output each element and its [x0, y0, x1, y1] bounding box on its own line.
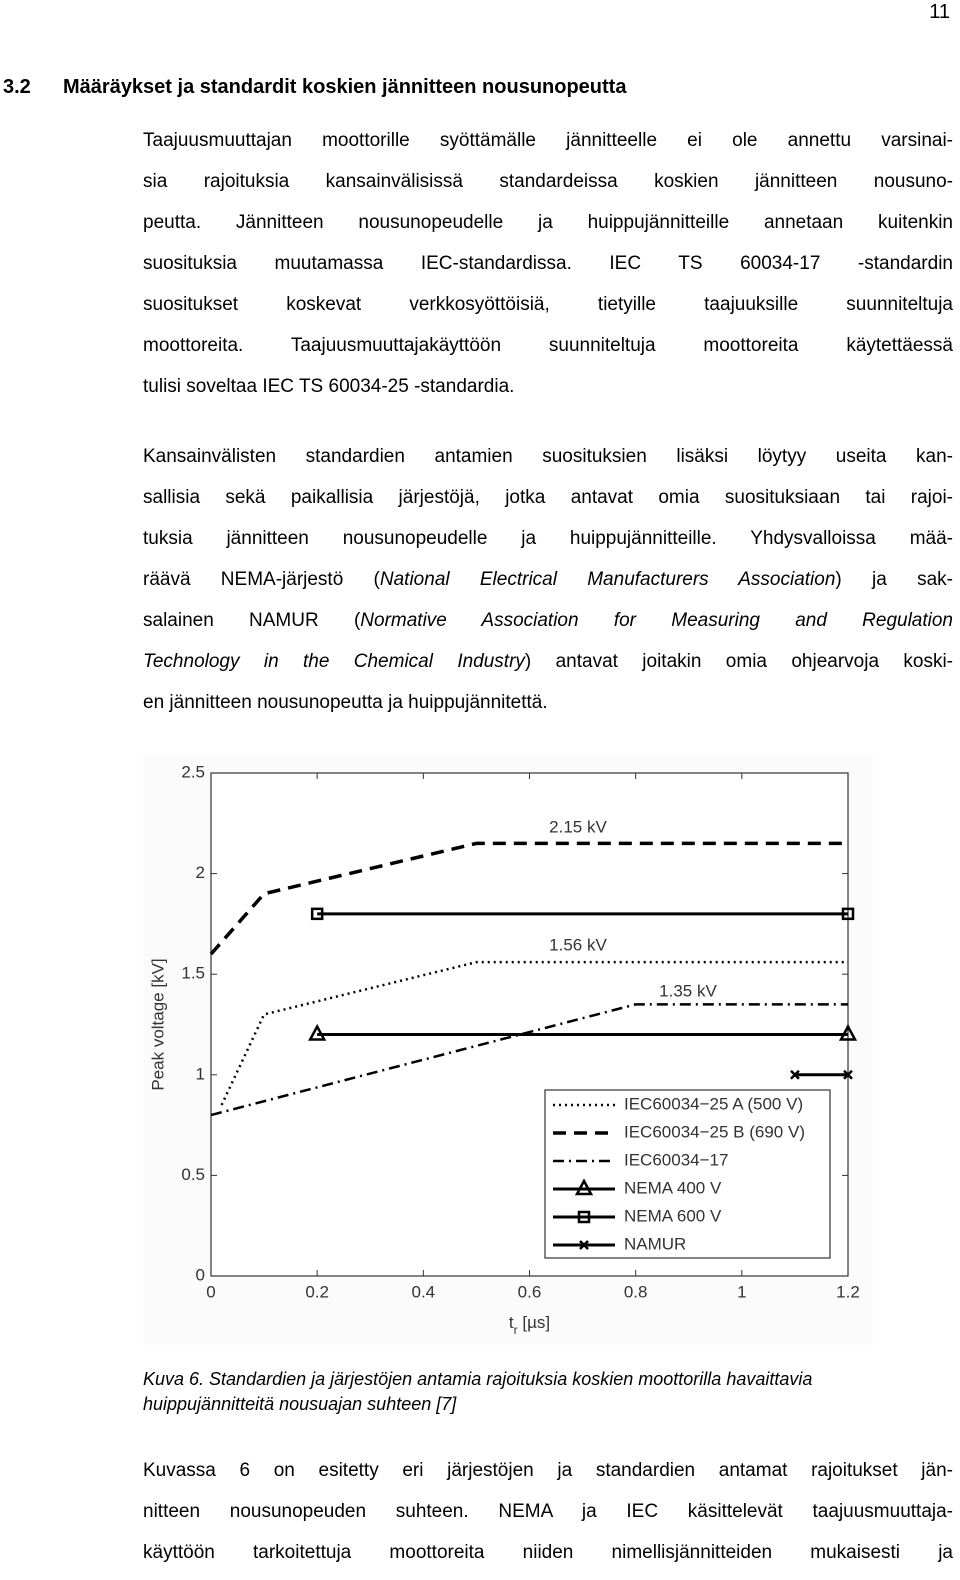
heading-title: Määräykset ja standardit koskien jännitt… [63, 76, 627, 98]
text-run: räävä NEMA-järjestö ( [143, 569, 380, 590]
series-line [210, 1003, 848, 1117]
italic-run: Normative Association for Measuring and … [360, 610, 954, 631]
text-line: sia rajoituksia kansainvälisissä standar… [143, 171, 953, 192]
text-line: käyttöön tarkoitettuja moottoreita niide… [143, 1542, 953, 1563]
x-tick-label: 0.6 [518, 1282, 542, 1301]
x-axis-label: tr [µs] [509, 1313, 550, 1337]
marker [579, 1240, 589, 1250]
text-line: peutta. Jännitteen nousunopeudelle ja hu… [143, 212, 953, 233]
annotation: 1.35 kV [659, 981, 717, 1000]
x-axis-label-part: [µs] [518, 1313, 550, 1332]
text-line: salainen NAMUR (Normative Association fo… [143, 600, 953, 641]
y-tick-label: 0 [196, 1265, 205, 1284]
caption-line: huippujännitteitä nousuajan suhteen [7] [143, 1394, 457, 1414]
y-tick-label: 1.5 [181, 964, 205, 983]
text-line: Technology in the Chemical Industry) ant… [143, 641, 953, 682]
legend-label: NAMUR [624, 1234, 686, 1253]
text-run: ) ja sak- [835, 569, 953, 590]
y-tick-label: 0.5 [181, 1165, 205, 1184]
y-tick-label: 1 [196, 1064, 205, 1083]
legend-label: NEMA 400 V [624, 1178, 722, 1197]
marker [310, 907, 324, 921]
series-line [220, 960, 848, 1106]
x-tick-label: 1.2 [836, 1282, 860, 1301]
legend-label: NEMA 600 V [624, 1206, 722, 1225]
text-line: tuksia jännitteen nousunopeudelle ja hui… [143, 528, 953, 549]
legend-box [544, 1089, 831, 1259]
marker [308, 1023, 327, 1041]
text-line: suositukset koskevat verkkosyöttöisiä, t… [143, 294, 953, 315]
x-tick-label: 0.8 [624, 1282, 648, 1301]
x-tick-label: 1 [737, 1282, 746, 1301]
marker [577, 1210, 591, 1224]
x-tick-label: 0.2 [305, 1282, 329, 1301]
heading-number: 3.2 [3, 76, 31, 98]
y-tick-label: 2.5 [181, 762, 205, 781]
legend-label: IEC60034−17 [624, 1150, 728, 1169]
page-number: 11 [929, 1, 950, 23]
marker [574, 1178, 594, 1196]
text-line: sallisia sekä paikallisia järjestöjä, jo… [143, 487, 953, 508]
text-line: moottoreita. Taajuusmuuttajakäyttöön suu… [143, 335, 953, 356]
legend: IEC60034−25 A (500 V) IEC60034−25 B (690 … [544, 1089, 831, 1259]
x-tick-label: 0.4 [412, 1282, 436, 1301]
y-axis-label: Peak voltage [kV] [148, 958, 167, 1090]
text-line: nitteen nousunopeuden suhteen. NEMA ja I… [143, 1501, 953, 1522]
italic-run: Technology in the Chemical Industry [143, 651, 525, 672]
text-line: en jännitteen nousunopeutta ja huippujän… [143, 692, 548, 713]
text-line: Kansainvälisten standardien antamien suo… [143, 446, 953, 467]
legend-label: IEC60034−25 A (500 V) [624, 1094, 803, 1113]
marker [843, 1069, 853, 1080]
marker [790, 1069, 800, 1080]
x-axis-label-part: t [509, 1313, 514, 1332]
text-line: Taajuusmuuttajan moottorille syöttämälle… [143, 130, 953, 151]
x-tick-label: 0 [206, 1282, 215, 1301]
y-tick-label: 2 [196, 863, 205, 882]
annotation: 2.15 kV [549, 817, 607, 836]
marker [838, 1023, 858, 1041]
chart: 0 0.5 1 1.5 2 2.5 0 0.2 0.4 0.6 0.8 1 1.2 Peak voltag… [143, 755, 873, 1345]
legend-label: IEC60034−25 B (690 V) [624, 1122, 805, 1141]
text-line: tulisi soveltaa IEC TS 60034-25 -standar… [143, 376, 515, 397]
text-line: räävä NEMA-järjestö (National Electrical… [143, 559, 953, 600]
text-line: suosituksia muutamassa IEC-standardissa.… [143, 253, 953, 274]
text-run: salainen NAMUR ( [143, 610, 361, 631]
text-run: ) antavat joitakin omia ohjearvoja koski… [524, 651, 953, 672]
italic-run: National Electrical Manufacturers Associ… [379, 569, 836, 590]
marker [841, 907, 855, 921]
text-line: Kuvassa 6 on esitetty eri järjestöjen ja… [143, 1460, 953, 1481]
series-line [209, 841, 848, 956]
caption-line: Kuva 6. Standardien ja järjestöjen antam… [143, 1369, 813, 1389]
annotation: 1.56 kV [549, 935, 607, 954]
x-axis-label-part: r [514, 1323, 518, 1337]
